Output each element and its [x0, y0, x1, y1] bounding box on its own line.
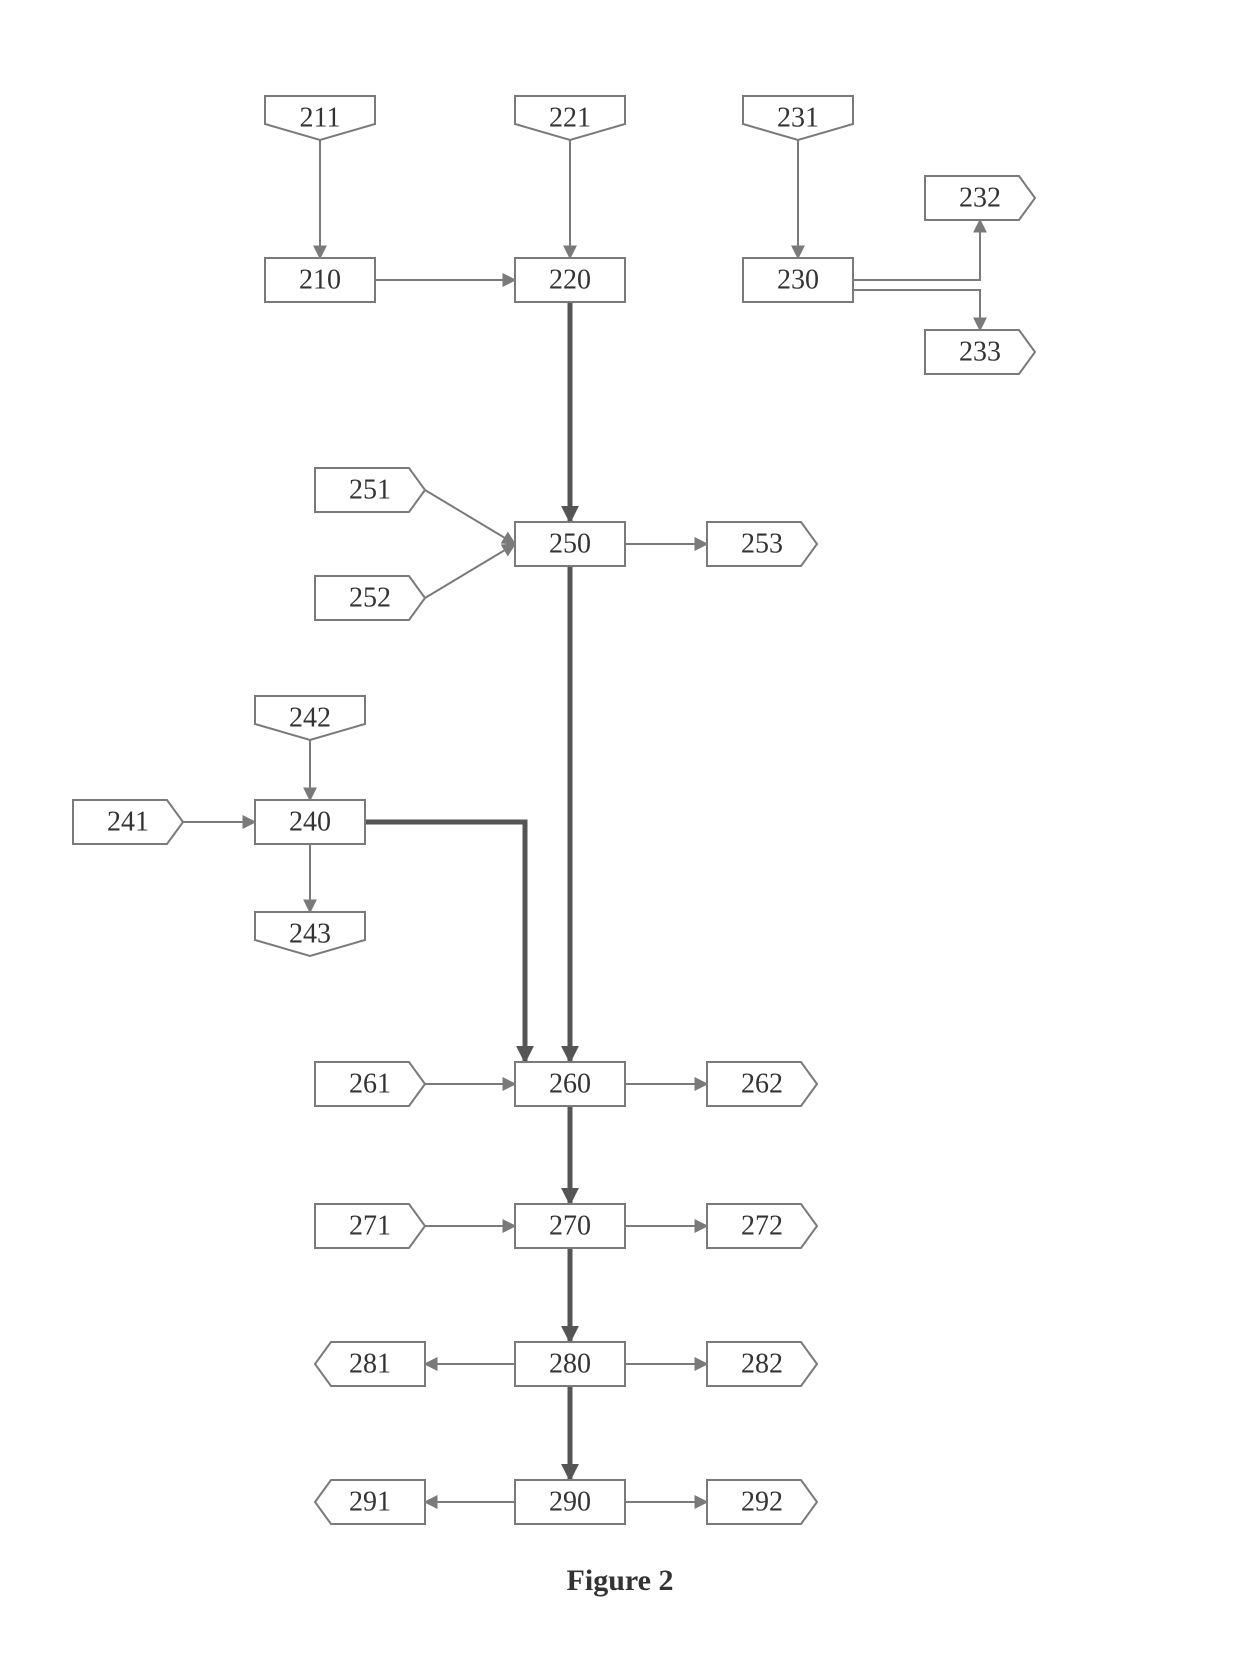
- node-272: 272: [707, 1204, 817, 1248]
- node-label: 211: [300, 102, 341, 133]
- figure-caption: Figure 2: [567, 1564, 674, 1597]
- node-242: 242: [255, 696, 365, 740]
- node-252: 252: [315, 576, 425, 620]
- node-240: 240: [255, 800, 365, 844]
- node-label: 243: [289, 918, 331, 949]
- flowchart-canvas: 211 221 231 232 233 210 220 230 251 252 250 253 242 2…: [0, 0, 1240, 1678]
- node-261: 261: [315, 1062, 425, 1106]
- edge: [425, 490, 515, 544]
- node-label: 281: [349, 1348, 391, 1379]
- edge: [365, 822, 525, 1062]
- edge: [425, 544, 515, 598]
- node-label: 253: [741, 528, 783, 559]
- node-label: 282: [741, 1348, 783, 1379]
- node-260: 260: [515, 1062, 625, 1106]
- node-243: 243: [255, 912, 365, 956]
- node-290: 290: [515, 1480, 625, 1524]
- node-label: 262: [741, 1068, 783, 1099]
- node-label: 290: [549, 1486, 591, 1517]
- node-221: 221: [515, 96, 625, 140]
- nodes-layer: 211 221 231 232 233 210 220 230 251 252 250 253 242 2…: [73, 96, 1035, 1524]
- node-270: 270: [515, 1204, 625, 1248]
- node-label: 292: [741, 1486, 783, 1517]
- node-250: 250: [515, 522, 625, 566]
- node-label: 221: [549, 102, 591, 133]
- node-210: 210: [265, 258, 375, 302]
- node-230: 230: [743, 258, 853, 302]
- node-label: 271: [349, 1210, 391, 1241]
- node-label: 270: [549, 1210, 591, 1241]
- node-label: 232: [959, 182, 1001, 213]
- node-291: 291: [315, 1480, 425, 1524]
- node-label: 280: [549, 1348, 591, 1379]
- node-232: 232: [925, 176, 1035, 220]
- node-label: 272: [741, 1210, 783, 1241]
- edge: [853, 220, 980, 280]
- node-label: 233: [959, 336, 1001, 367]
- node-label: 250: [549, 528, 591, 559]
- node-label: 242: [289, 702, 331, 733]
- node-label: 240: [289, 806, 331, 837]
- node-label: 220: [549, 264, 591, 295]
- node-262: 262: [707, 1062, 817, 1106]
- node-label: 291: [349, 1486, 391, 1517]
- node-label: 251: [349, 474, 391, 505]
- node-label: 210: [299, 264, 341, 295]
- node-280: 280: [515, 1342, 625, 1386]
- node-label: 260: [549, 1068, 591, 1099]
- node-253: 253: [707, 522, 817, 566]
- node-281: 281: [315, 1342, 425, 1386]
- node-233: 233: [925, 330, 1035, 374]
- node-251: 251: [315, 468, 425, 512]
- node-label: 241: [107, 806, 149, 837]
- node-220: 220: [515, 258, 625, 302]
- node-label: 261: [349, 1068, 391, 1099]
- node-271: 271: [315, 1204, 425, 1248]
- node-label: 231: [777, 102, 819, 133]
- node-282: 282: [707, 1342, 817, 1386]
- node-292: 292: [707, 1480, 817, 1524]
- node-241: 241: [73, 800, 183, 844]
- edge: [853, 290, 980, 330]
- node-231: 231: [743, 96, 853, 140]
- node-211: 211: [265, 96, 375, 140]
- node-label: 252: [349, 582, 391, 613]
- node-label: 230: [777, 264, 819, 295]
